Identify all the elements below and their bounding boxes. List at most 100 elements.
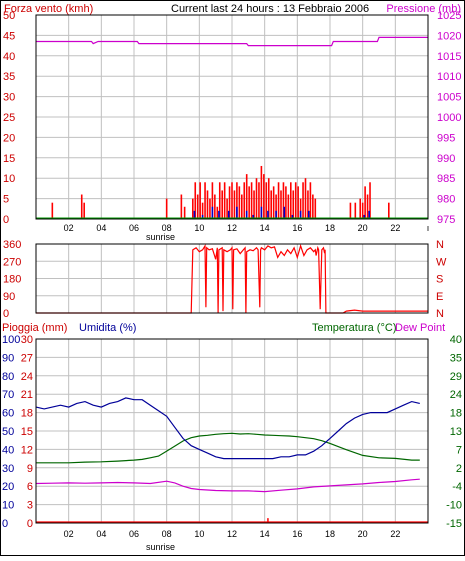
rain-tick-label: 0 xyxy=(27,518,33,530)
pressure-tick-label: 980 xyxy=(437,194,455,206)
x-tick-label: 22 xyxy=(390,529,400,539)
chart-frame xyxy=(35,338,429,524)
humidity-tick-label: 70 xyxy=(2,389,14,401)
dew-point-axis-title: Dew Point xyxy=(395,322,445,334)
rain-tick-label: 6 xyxy=(27,481,33,493)
rain-axis-title: Pioggia (mm) xyxy=(2,322,67,334)
x-tick-label: 12 xyxy=(227,223,237,233)
x-tick-label: 08 xyxy=(162,529,172,539)
wind-tick-label: 25 xyxy=(3,112,15,124)
direction-tick-label: 0 xyxy=(3,308,9,320)
x-tick-label: 16 xyxy=(292,529,302,539)
humidity-axis-title: Umidita (%) xyxy=(79,322,136,334)
rain-humidity-temperature-chart: 0 0 -15 10 3 -10 20 6 -4 30 9 2 40 12 7 50 15 13 60 18 18 70 2… xyxy=(2,334,462,539)
x-tick-label: 14 xyxy=(260,223,270,233)
x-tick-label: 22 xyxy=(390,223,400,233)
pressure-tick-label: 1000 xyxy=(437,112,461,124)
humidity-tick-label: 30 xyxy=(2,463,14,475)
wind-tick-label: 15 xyxy=(3,153,15,165)
temperature-axis-title: Temperatura (°C) xyxy=(312,322,396,334)
wind-tick-label: 10 xyxy=(3,173,15,185)
x-tick-label: 02 xyxy=(64,223,74,233)
wind-tick-label: 40 xyxy=(3,51,15,63)
temperature-tick-label: -10 xyxy=(446,500,462,512)
x-tick-label: 02 xyxy=(64,529,74,539)
humidity-tick-label: 100 xyxy=(2,334,20,346)
compass-tick-label: N xyxy=(436,239,444,251)
compass-tick-label: E xyxy=(436,291,443,303)
x-tick-label: 04 xyxy=(96,529,106,539)
pressure-tick-label: 1015 xyxy=(437,51,461,63)
wind-tick-label: 0 xyxy=(3,214,9,226)
humidity-tick-label: 50 xyxy=(2,426,14,438)
direction-tick-label: 270 xyxy=(3,256,21,268)
x-tick-label: 10 xyxy=(194,529,204,539)
x-tick-label: 08 xyxy=(162,223,172,233)
temperature-tick-label: -15 xyxy=(446,518,462,530)
humidity-tick-label: 20 xyxy=(2,481,14,493)
wind-tick-label: 20 xyxy=(3,132,15,144)
pressure-axis-title: Pressione (mb) xyxy=(386,3,461,15)
temperature-tick-label: 29 xyxy=(450,371,462,383)
chart-frame xyxy=(35,14,429,220)
humidity-tick-label: 90 xyxy=(2,352,14,364)
pressure-tick-label: 1020 xyxy=(437,30,461,42)
wind-direction-line xyxy=(36,243,428,314)
temperature-tick-label: 24 xyxy=(450,389,462,401)
x-tick-label: 18 xyxy=(325,529,335,539)
temperature-tick-label: 18 xyxy=(450,408,462,420)
x-tick-label: 20 xyxy=(358,529,368,539)
x-tick-label: ı xyxy=(427,223,430,233)
pressure-tick-label: 1025 xyxy=(437,10,461,22)
sunrise-label-top: sunrise xyxy=(146,232,175,242)
compass-tick-label: W xyxy=(436,256,447,268)
rain-tick-label: 9 xyxy=(27,463,33,475)
temperature-line xyxy=(36,432,420,464)
x-tick-label: 20 xyxy=(358,223,368,233)
pressure-tick-label: 975 xyxy=(437,214,455,226)
compass-tick-label: S xyxy=(436,274,443,286)
pressure-tick-label: 1010 xyxy=(437,71,461,83)
compass-tick-label: N xyxy=(436,308,444,320)
pressure-line xyxy=(36,36,428,47)
x-tick-label: 10 xyxy=(194,223,204,233)
x-tick-label: 16 xyxy=(292,223,302,233)
temperature-tick-label: 13 xyxy=(450,426,462,438)
temperature-tick-label: 40 xyxy=(450,334,462,346)
humidity-tick-label: 60 xyxy=(2,408,14,420)
direction-tick-label: 180 xyxy=(3,274,21,286)
rain-tick-label: 27 xyxy=(21,352,33,364)
temperature-tick-label: 7 xyxy=(456,444,462,456)
wind-tick-label: 50 xyxy=(3,10,15,22)
x-tick-label: 06 xyxy=(129,529,139,539)
rain-tick-label: 18 xyxy=(21,408,33,420)
humidity-line xyxy=(35,397,420,460)
direction-tick-label: 90 xyxy=(3,291,15,303)
pressure-tick-label: 990 xyxy=(437,153,455,165)
wind-tick-label: 35 xyxy=(3,71,15,83)
pressure-tick-label: 985 xyxy=(437,173,455,185)
x-tick-label: 06 xyxy=(129,223,139,233)
humidity-tick-label: 80 xyxy=(2,371,14,383)
wind-tick-label: 5 xyxy=(3,194,9,206)
temperature-tick-label: 2 xyxy=(456,463,462,475)
wind-axis-title: Forza vento (kmh) xyxy=(4,3,93,15)
x-tick-label: 18 xyxy=(325,223,335,233)
rain-tick-label: 3 xyxy=(27,500,33,512)
x-tick-label: 14 xyxy=(260,529,270,539)
humidity-tick-label: 40 xyxy=(2,444,14,456)
rain-tick-label: 21 xyxy=(21,389,33,401)
pressure-tick-label: 1005 xyxy=(437,92,461,104)
rain-tick-label: 30 xyxy=(21,334,33,346)
rain-tick-label: 24 xyxy=(21,371,33,383)
humidity-tick-label: 0 xyxy=(2,518,8,530)
chart-frame xyxy=(35,243,429,314)
wind-tick-label: 45 xyxy=(3,30,15,42)
dew-point-line xyxy=(35,478,420,493)
pressure-tick-label: 995 xyxy=(437,132,455,144)
sunrise-label-bottom: sunrise xyxy=(146,542,175,552)
temperature-tick-label: -4 xyxy=(452,481,462,493)
direction-tick-label: 360 xyxy=(3,239,21,251)
x-tick-label: 12 xyxy=(227,529,237,539)
